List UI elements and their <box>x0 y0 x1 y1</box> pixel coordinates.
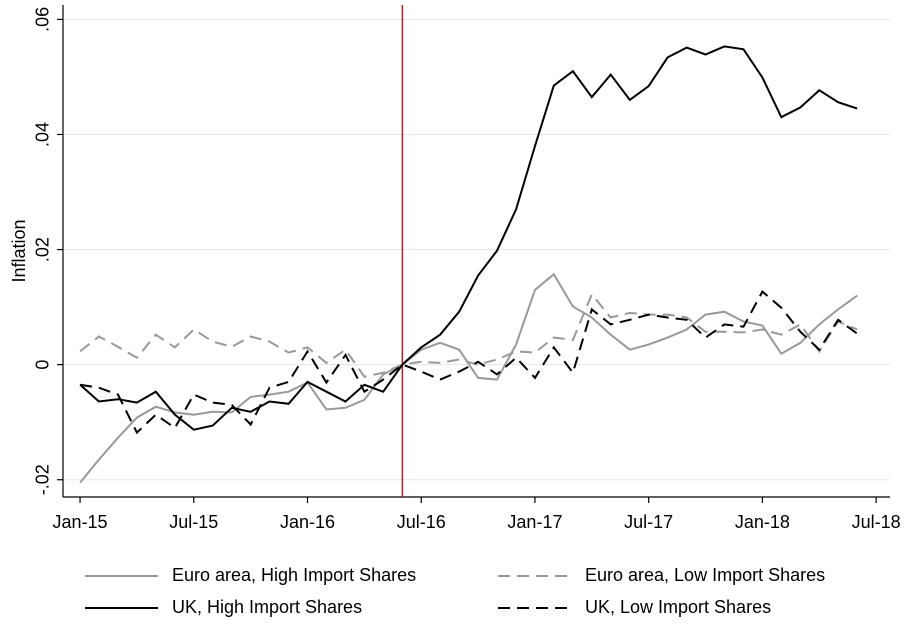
y-tick-label: -.02 <box>33 464 53 495</box>
legend-label: UK, Low Import Shares <box>585 597 771 617</box>
series-line <box>79 290 858 435</box>
x-tick-label: Jan-17 <box>507 512 562 532</box>
x-tick-label: Jan-15 <box>53 512 108 532</box>
series-line <box>79 292 858 378</box>
x-tick-label: Jul-15 <box>169 512 218 532</box>
y-tick-label: .02 <box>33 237 53 262</box>
legend-label: Euro area, High Import Shares <box>172 565 416 585</box>
x-tick-label: Jan-18 <box>735 512 790 532</box>
y-tick-label: .04 <box>33 122 53 147</box>
x-tick-label: Jan-16 <box>280 512 335 532</box>
y-tick-label: 0 <box>33 360 53 370</box>
y-axis-label: Inflation <box>9 219 29 282</box>
x-tick-label: Jul-17 <box>624 512 673 532</box>
series-line <box>79 272 858 484</box>
series-line <box>79 45 858 431</box>
x-tick-label: Jul-18 <box>852 512 901 532</box>
legend-label: Euro area, Low Import Shares <box>585 565 825 585</box>
y-tick-label: .06 <box>33 7 53 32</box>
x-tick-label: Jul-16 <box>397 512 446 532</box>
legend-label: UK, High Import Shares <box>172 597 362 617</box>
